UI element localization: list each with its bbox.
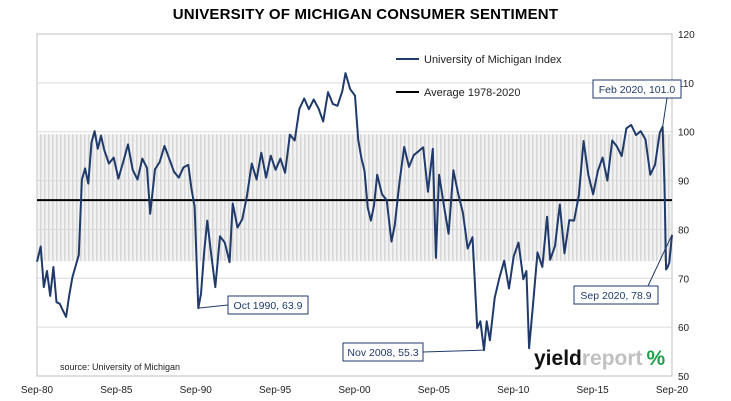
annotation-leader — [198, 304, 229, 309]
x-tick-label: Sep-00 — [338, 385, 371, 396]
logo-percent-icon: % — [647, 347, 666, 370]
y-tick-label: 120 — [678, 30, 695, 41]
logo-text-yield: yield — [534, 347, 582, 370]
annotation-leader — [422, 349, 485, 353]
x-tick-label: Sep-80 — [21, 385, 54, 396]
y-tick-label: 90 — [678, 177, 690, 188]
y-axis-ticks: 50 60 70 80 90 100 110 120 — [678, 30, 695, 383]
index-series-line — [36, 72, 673, 352]
annotation-box — [227, 295, 309, 315]
annotation-leader — [647, 234, 673, 287]
annotations: Oct 1990, 63.9 Nov 2008, 55.3 Feb 2020, 10… — [198, 79, 682, 362]
annotation: Feb 2020, 101.0 — [592, 79, 682, 127]
annotation: Nov 2008, 55.3 — [342, 342, 485, 362]
x-axis-ticks: Sep-80 Sep-85 Sep-90 Sep-95 Sep-00 Sep-05 Sep-… — [21, 385, 689, 396]
legend-label-index: University of Michigan Index — [424, 54, 562, 66]
x-tick-label: Sep-05 — [418, 385, 451, 396]
y-tick-label: 50 — [678, 372, 690, 383]
legend: University of Michigan Index Average 197… — [396, 54, 562, 99]
source-note: source: University of Michigan — [60, 362, 180, 372]
legend-label-average: Average 1978-2020 — [424, 87, 520, 99]
chart-title: UNIVERSITY OF MICHIGAN CONSUMER SENTIMEN… — [172, 6, 559, 23]
y-tick-label: 70 — [678, 274, 690, 285]
x-tick-label: Sep-20 — [656, 385, 689, 396]
yieldreport-logo: yieldreport% — [534, 347, 666, 370]
gridlines — [37, 82, 672, 328]
annotation-label: Nov 2008, 55.3 — [347, 347, 418, 359]
x-tick-label: Sep-10 — [497, 385, 530, 396]
y-tick-label: 80 — [678, 225, 690, 236]
x-tick-label: Sep-90 — [180, 385, 213, 396]
annotation-box — [342, 342, 424, 362]
y-tick-label: 60 — [678, 323, 690, 334]
annotation-leader — [662, 97, 668, 127]
shaded-band — [38, 134, 671, 262]
annotation-label: Feb 2020, 101.0 — [599, 84, 676, 96]
annotation-box — [573, 285, 659, 305]
x-tick-label: Sep-15 — [577, 385, 610, 396]
y-tick-label: 110 — [678, 79, 694, 90]
svg-text:yieldreport%: yieldreport% — [534, 347, 666, 370]
annotation-label: Sep 2020, 78.9 — [580, 290, 651, 302]
y-tick-label: 100 — [678, 128, 695, 139]
annotation-box — [592, 79, 682, 99]
x-tick-label: Sep-95 — [259, 385, 292, 396]
annotation: Sep 2020, 78.9 — [573, 234, 673, 305]
annotation-label: Oct 1990, 63.9 — [234, 300, 303, 312]
x-tick-label: Sep-85 — [100, 385, 133, 396]
annotation: Oct 1990, 63.9 — [198, 295, 309, 315]
logo-text-report: report — [582, 347, 643, 370]
